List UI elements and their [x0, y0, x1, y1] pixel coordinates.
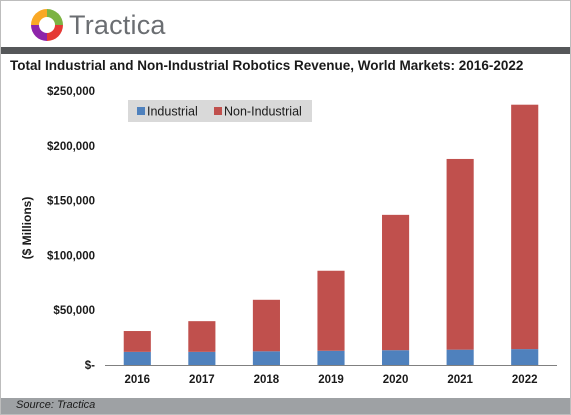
legend: Industrial Non-Industrial — [128, 100, 312, 122]
source-note: Source: Tractica — [16, 399, 96, 411]
x-tick-label: 2022 — [512, 374, 538, 386]
y-tick-label: $250,000 — [47, 86, 95, 98]
bar-non-industrial-2022 — [511, 104, 539, 350]
bar-industrial-2022 — [511, 349, 539, 365]
y-tick-label: $150,000 — [47, 196, 95, 208]
bar-non-industrial-2019 — [317, 270, 345, 351]
x-tick-label: 2021 — [447, 374, 473, 386]
y-axis-label: ($ Millions) — [20, 197, 34, 260]
y-tick-label: $200,000 — [47, 141, 95, 153]
x-tick-label: 2020 — [383, 374, 409, 386]
chart-title: Total Industrial and Non-Industrial Robo… — [10, 58, 524, 73]
bar-industrial-2019 — [317, 350, 345, 365]
x-tick-label: 2016 — [124, 374, 150, 386]
x-tick-label: 2017 — [189, 374, 215, 386]
x-tick-label: 2018 — [254, 374, 280, 386]
bar-industrial-2020 — [382, 350, 410, 365]
brand: Tractica — [29, 7, 166, 43]
legend-swatch — [137, 107, 145, 115]
bar-non-industrial-2020 — [382, 214, 410, 351]
bar-industrial-2016 — [123, 351, 151, 365]
legend-label: Industrial — [147, 105, 198, 119]
bar-non-industrial-2016 — [123, 331, 151, 352]
legend-label: Non-Industrial — [224, 105, 302, 119]
bar-non-industrial-2018 — [252, 299, 280, 352]
y-tick-label: $50,000 — [53, 305, 95, 317]
y-tick-label: $- — [85, 360, 95, 372]
footer-bar: Source: Tractica — [1, 398, 570, 414]
tractica-logo-icon — [31, 9, 63, 41]
bar-industrial-2018 — [252, 351, 280, 365]
bar-industrial-2021 — [446, 349, 474, 365]
x-tick-label: 2019 — [318, 374, 344, 386]
header-bar — [1, 47, 570, 54]
bar-industrial-2017 — [188, 351, 216, 365]
bar-non-industrial-2017 — [188, 321, 216, 352]
bar-non-industrial-2021 — [446, 158, 474, 350]
plot-area: $- $50,000 $100,000 $150,000 $200,000 $250,00… — [20, 86, 557, 386]
legend-swatch — [214, 107, 222, 115]
y-tick-label: $100,000 — [47, 250, 95, 262]
brand-name: Tractica — [69, 9, 166, 40]
